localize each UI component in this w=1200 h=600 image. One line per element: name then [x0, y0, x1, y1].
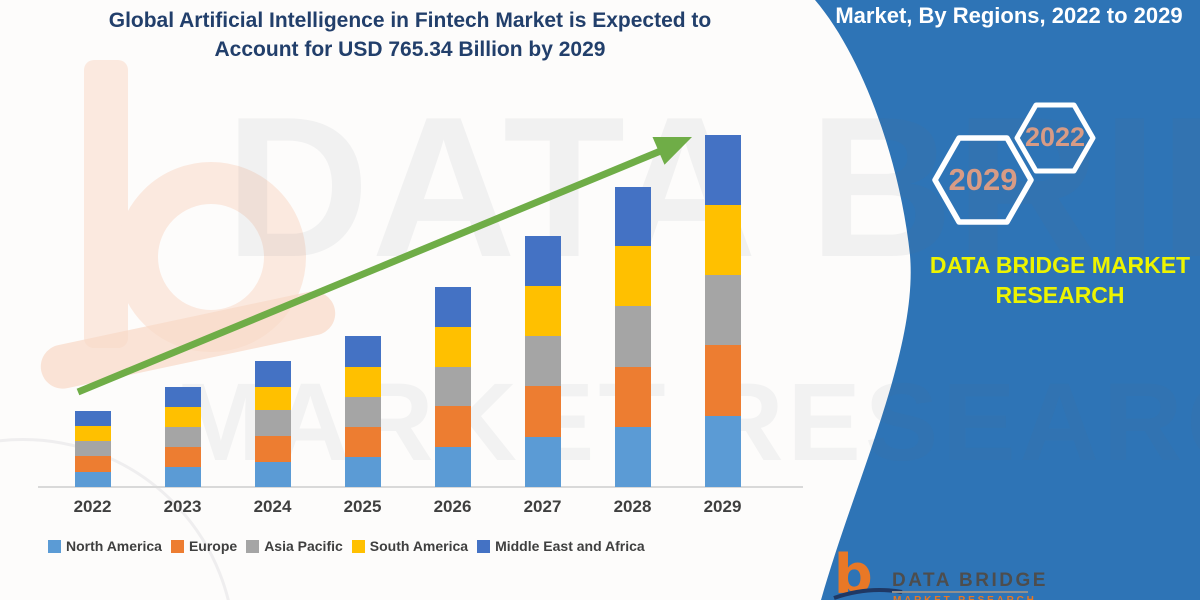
databridge-logo-underline	[892, 591, 1028, 593]
x-axis-label-2022: 2022	[73, 497, 112, 516]
bar-2024-segment-middle-east-and-africa	[254, 361, 291, 387]
bar-2029-segment-north-america	[704, 416, 741, 487]
x-axis-label-2029: 2029	[703, 497, 742, 516]
legend-swatch-icon	[351, 539, 365, 553]
legend-label: Asia Pacific	[264, 538, 343, 554]
bar-2023-segment-north-america	[164, 466, 201, 487]
bar-2024-segment-north-america	[254, 462, 291, 487]
bar-2025-segment-europe	[344, 426, 381, 457]
panel-brand-line1: DATA BRIDGE MARKET	[929, 252, 1191, 278]
chart-title-line1: Global Artificial Intelligence in Fintec…	[108, 9, 712, 32]
bar-2024	[254, 361, 291, 487]
bar-2026-segment-asia-pacific	[434, 366, 471, 406]
x-axis-label-2025: 2025	[343, 497, 382, 516]
bar-2027-segment-north-america	[524, 436, 561, 487]
bar-2028	[614, 187, 651, 487]
legend-item-middle-east-and-africa: Middle East and Africa	[477, 538, 645, 554]
bar-2022	[74, 411, 111, 487]
bar-2023-segment-south-america	[164, 406, 201, 427]
hexagon-2029-label: 2029	[948, 162, 1018, 197]
bar-2027-segment-south-america	[524, 286, 561, 336]
bar-2026-segment-middle-east-and-africa	[434, 287, 471, 327]
panel-heading: Market, By Regions, 2022 to 2029	[835, 3, 1183, 28]
bar-2022-segment-europe	[74, 456, 111, 472]
x-axis-label-2023: 2023	[163, 497, 202, 516]
bar-2022-segment-asia-pacific	[74, 440, 111, 456]
legend-item-north-america: North America	[48, 538, 162, 554]
bar-2026-segment-europe	[434, 406, 471, 447]
legend-label: Middle East and Africa	[495, 538, 645, 554]
x-axis-label-2026: 2026	[433, 497, 472, 516]
legend-label: South America	[369, 538, 469, 554]
databridge-logo-name: DATA BRIDGE	[892, 570, 1048, 591]
legend-label: North America	[66, 538, 162, 554]
bar-2024-segment-europe	[254, 435, 291, 462]
x-axis-label-2028: 2028	[613, 497, 652, 516]
chart-legend: North America Europe Asia Pacific South Ame…	[48, 538, 645, 554]
x-axis-label-2024: 2024	[253, 497, 292, 516]
x-axis-line	[38, 486, 803, 488]
bar-2023	[164, 387, 201, 487]
bar-2029	[704, 135, 741, 487]
bar-2028-segment-south-america	[614, 245, 651, 306]
legend-swatch-icon	[246, 539, 260, 553]
bar-2022-segment-middle-east-and-africa	[74, 411, 111, 426]
bar-2023-segment-middle-east-and-africa	[164, 387, 201, 407]
panel-brand-line2: RESEARCH	[995, 282, 1125, 308]
legend-swatch-icon	[170, 539, 184, 553]
bar-2028-segment-asia-pacific	[614, 305, 651, 367]
x-axis-label-2027: 2027	[523, 497, 562, 516]
bar-2025	[344, 336, 381, 487]
chart-title-line2: Account for USD 765.34 Billion by 2029	[214, 38, 606, 61]
bar-2022-segment-south-america	[74, 426, 111, 441]
bar-2026-segment-north-america	[434, 447, 471, 487]
legend-item-south-america: South America	[351, 538, 469, 554]
bar-2029-segment-south-america	[704, 205, 741, 275]
bar-2026-segment-south-america	[434, 327, 471, 367]
bar-2028-segment-europe	[614, 367, 651, 427]
bar-2025-segment-middle-east-and-africa	[344, 336, 381, 367]
bar-2025-segment-south-america	[344, 367, 381, 397]
bar-2023-segment-europe	[164, 447, 201, 467]
bar-2028-segment-middle-east-and-africa	[614, 187, 651, 246]
databridge-logo-subtitle: MARKET RESEARCH	[893, 595, 1037, 600]
bar-2027	[524, 236, 561, 487]
bar-2025-segment-north-america	[344, 456, 381, 487]
legend-label: Europe	[188, 538, 238, 554]
bar-2029-segment-middle-east-and-africa	[704, 135, 741, 205]
bar-2027-segment-middle-east-and-africa	[524, 236, 561, 286]
bar-2022-segment-north-america	[74, 472, 111, 487]
bar-2028-segment-north-america	[614, 427, 651, 487]
bar-2029-segment-asia-pacific	[704, 275, 741, 345]
bar-2027-segment-europe	[524, 386, 561, 437]
bar-2023-segment-asia-pacific	[164, 426, 201, 447]
legend-item-europe: Europe	[170, 538, 238, 554]
hexagon-2022-label: 2022	[1024, 122, 1086, 152]
bar-2029-segment-europe	[704, 345, 741, 416]
legend-swatch-icon	[477, 539, 491, 553]
bar-2024-segment-asia-pacific	[254, 409, 291, 436]
chart-title: Global Artificial Intelligence in Fintec…	[60, 6, 760, 64]
legend-swatch-icon	[48, 539, 61, 553]
bar-2024-segment-south-america	[254, 386, 291, 410]
legend-item-asia-pacific: Asia Pacific	[246, 538, 343, 554]
bar-2026	[434, 287, 471, 487]
bar-2027-segment-asia-pacific	[524, 336, 561, 386]
bar-2025-segment-asia-pacific	[344, 396, 381, 427]
panel-brand-text: DATA BRIDGE MARKET RESEARCH	[920, 250, 1200, 310]
